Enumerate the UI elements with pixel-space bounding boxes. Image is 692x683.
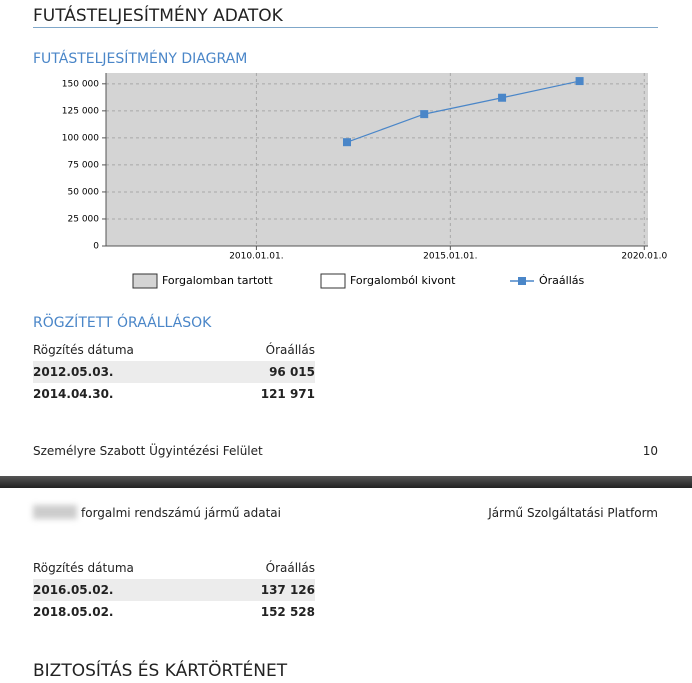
chart: 0 25 000 50 000 75 000 100 000 125 000 150 000… <box>62 73 667 289</box>
legend-swatch <box>132 273 158 289</box>
plot-background <box>106 73 648 246</box>
redacted-plate <box>33 505 77 519</box>
cell: Rögzítés dátuma <box>33 343 134 357</box>
cell: 2014.04.30. <box>33 387 114 401</box>
x-tick-label: 2015.01.01. <box>423 252 477 262</box>
table-row: Rögzítés dátuma Óraállás <box>33 339 315 361</box>
header-text: Jármű Szolgáltatási Platform <box>488 506 658 520</box>
y-tick-label: 0 <box>93 242 99 252</box>
title-rule <box>33 27 658 28</box>
table-row: 2012.05.03. 96 015 <box>33 361 315 383</box>
page-title: FUTÁSTELJESÍTMÉNY ADATOK <box>33 6 283 26</box>
table-row: 2018.05.02. 152 528 <box>33 601 315 623</box>
section-heading: FUTÁSTELJESÍTMÉNY DIAGRAM <box>33 51 248 67</box>
legend-label: Forgalomban tartott <box>162 274 273 287</box>
table-row: 2016.05.02. 137 126 <box>33 579 315 601</box>
section-heading: RÖGZÍTETT ÓRAÁLLÁSOK <box>33 315 212 331</box>
y-tick-label: 25 000 <box>68 214 100 224</box>
x-tick-label: 2020.01.0 <box>621 252 667 262</box>
table: Rögzítés dátuma Óraállás 2012.05.03. 96 015… <box>33 339 315 405</box>
y-tick-label: 150 000 <box>62 79 99 89</box>
series-line <box>346 80 580 143</box>
page-break <box>0 476 692 488</box>
table-row: 2014.04.30. 121 971 <box>33 383 315 405</box>
footer-text: Személyre Szabott Ügyintézési Felület <box>33 444 263 458</box>
cell: 96 015 <box>269 365 315 379</box>
legend-marker <box>518 277 526 285</box>
cell: 137 126 <box>260 583 315 597</box>
legend-label: Forgalomból kivont <box>350 274 456 287</box>
x-tick-label: 2010.01.01. <box>229 252 283 262</box>
data-point <box>498 93 507 102</box>
y-tick-label: 100 000 <box>62 133 99 143</box>
cell: 121 971 <box>260 387 315 401</box>
table: Rögzítés dátuma Óraállás 2016.05.02. 137 12… <box>33 557 315 623</box>
cell: Óraállás <box>265 343 315 357</box>
cell: 2016.05.02. <box>33 583 114 597</box>
y-tick-label: 75 000 <box>68 160 100 170</box>
legend-swatch <box>320 273 346 289</box>
page-number: 10 <box>642 444 658 458</box>
cell: Óraállás <box>265 561 315 575</box>
y-tick-label: 50 000 <box>68 187 100 197</box>
data-point <box>420 110 429 119</box>
legend-label: Óraállás <box>539 274 585 287</box>
cell: 2018.05.02. <box>33 605 114 619</box>
header-text: forgalmi rendszámú jármű adatai <box>81 506 281 520</box>
section-heading: BIZTOSÍTÁS ÉS KÁRTÖRTÉNET <box>33 661 288 681</box>
table-row: Rögzítés dátuma Óraállás <box>33 557 315 579</box>
data-point <box>575 77 584 86</box>
cell: Rögzítés dátuma <box>33 561 134 575</box>
data-point <box>342 138 351 147</box>
y-tick-label: 125 000 <box>62 106 99 116</box>
cell: 2012.05.03. <box>33 365 114 379</box>
cell: 152 528 <box>260 605 315 619</box>
